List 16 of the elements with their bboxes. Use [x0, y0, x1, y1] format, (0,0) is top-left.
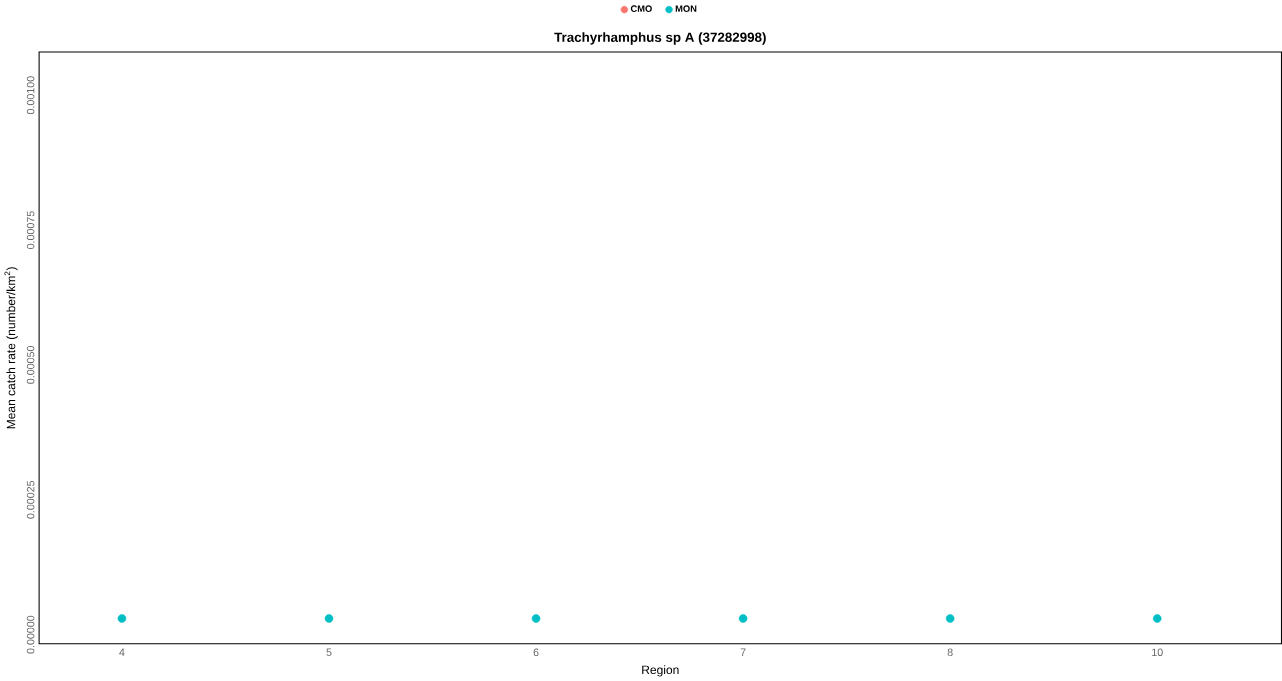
x-tick-label: 5 [326, 648, 332, 657]
x-tick-label: 4 [119, 648, 125, 656]
x-axis-title: Region [642, 665, 679, 677]
y-tick-label: 0.00075 [26, 211, 35, 249]
x-tick-label: 10 [1152, 648, 1163, 657]
x-tick-label: 8 [947, 648, 953, 657]
y-tick-label: 0.00100 [26, 76, 35, 115]
y-tick-label: 0.00000 [26, 615, 35, 654]
y-axis-title: Mean catch rate (number/km$^{2}$) [4, 267, 18, 429]
legend-label: CMO [630, 5, 652, 12]
x-tick-label: 7 [740, 648, 746, 656]
y-tick-label: 0.00050 [26, 346, 35, 384]
legend-label: MON [675, 5, 697, 12]
chart-title: Trachyrhamphus sp A (37282998) [554, 32, 766, 45]
x-tick-label: 6 [533, 648, 539, 657]
y-tick-label: 0.00025 [26, 480, 35, 519]
